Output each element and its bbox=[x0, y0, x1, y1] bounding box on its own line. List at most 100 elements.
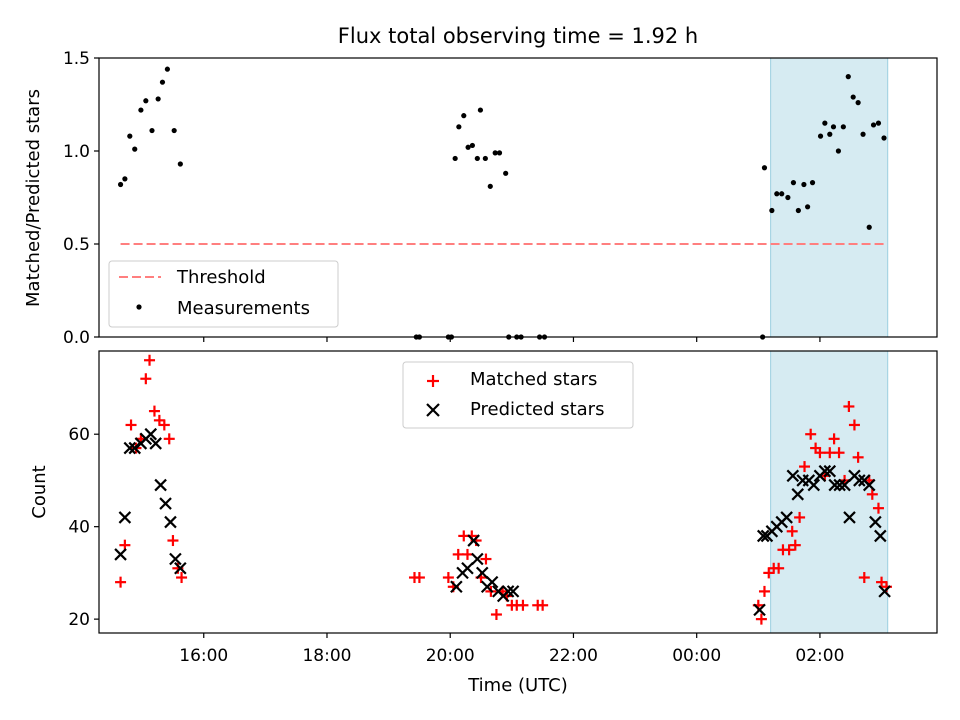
matched-star-point bbox=[176, 572, 188, 584]
legend-measurements-swatch bbox=[136, 304, 142, 310]
measurement-point bbox=[785, 194, 791, 201]
measurement-point bbox=[840, 124, 846, 130]
predicted-star-point bbox=[807, 478, 821, 492]
matched-star-point bbox=[490, 609, 502, 621]
predicted-star-point bbox=[118, 511, 132, 524]
measurement-point bbox=[469, 142, 476, 149]
predicted-star-point bbox=[756, 529, 770, 543]
ratio-panel: Flux total observing time = 1.92 h 0.00.… bbox=[23, 24, 938, 348]
y-tick-label: 0.5 bbox=[63, 235, 90, 255]
measurement-point bbox=[761, 165, 768, 171]
matched-star-point bbox=[828, 433, 840, 445]
measurement-point bbox=[159, 79, 166, 85]
count-points bbox=[114, 354, 892, 625]
predicted-star-point bbox=[818, 464, 832, 478]
chart-title: Flux total observing time = 1.92 h bbox=[338, 24, 698, 48]
ratio-y-ticks: 0.0 0.5 1.0 1.5 bbox=[63, 49, 99, 348]
predicted-star-point bbox=[461, 562, 474, 575]
matched-star-point bbox=[783, 544, 795, 556]
measurement-point bbox=[860, 131, 866, 137]
measurement-point bbox=[127, 133, 133, 139]
measurement-point bbox=[461, 113, 467, 119]
measurement-point bbox=[805, 204, 811, 210]
matched-star-point bbox=[852, 451, 864, 463]
legend-threshold-label: Threshold bbox=[176, 267, 266, 288]
measurement-point bbox=[822, 120, 828, 126]
predicted-star-point bbox=[114, 548, 127, 561]
y-tick-label: 60 bbox=[68, 425, 90, 445]
legend-measurements-label: Measurements bbox=[177, 298, 310, 319]
matched-star-point bbox=[773, 562, 785, 574]
x-tick-label: 18:00 bbox=[302, 646, 351, 666]
predicted-star-point bbox=[169, 552, 182, 566]
count-legend: Matched stars Predicted stars bbox=[402, 361, 634, 429]
y-tick-label: 1.5 bbox=[63, 49, 90, 69]
predicted-star-point bbox=[144, 427, 158, 441]
measurement-point bbox=[122, 176, 128, 182]
count-y-label: Count bbox=[29, 465, 50, 518]
count-axes-frame bbox=[98, 350, 938, 634]
matched-star-point bbox=[125, 419, 137, 431]
matched-star-point bbox=[786, 525, 798, 537]
matched-star-point bbox=[452, 548, 464, 560]
measurement-point bbox=[827, 131, 833, 137]
matched-star-point bbox=[144, 354, 156, 366]
measurement-point bbox=[149, 127, 155, 134]
y-tick-label: 1.0 bbox=[63, 142, 90, 162]
measurement-point bbox=[132, 146, 138, 152]
y-tick-label: 0.0 bbox=[63, 328, 90, 348]
measurement-point bbox=[817, 133, 824, 139]
matched-star-point bbox=[824, 447, 836, 459]
x-tick-label: 00:00 bbox=[672, 646, 721, 666]
predicted-star-point bbox=[869, 515, 882, 529]
x-axis-label: Time (UTC) bbox=[467, 675, 568, 696]
ratio-points bbox=[117, 66, 887, 340]
measurement-point bbox=[452, 155, 458, 162]
predicted-star-point bbox=[475, 566, 489, 580]
measurement-point bbox=[164, 66, 170, 72]
measurement-point bbox=[487, 183, 493, 189]
matched-star-point bbox=[843, 400, 855, 412]
predicted-star-point bbox=[174, 562, 187, 575]
ratio-y-label: Matched/Predicted stars bbox=[23, 89, 44, 307]
matched-star-point bbox=[758, 585, 770, 597]
matched-star-point bbox=[872, 502, 884, 514]
measurement-point bbox=[850, 94, 856, 100]
x-tick-label: 22:00 bbox=[549, 646, 598, 666]
measurement-point bbox=[790, 180, 797, 186]
predicted-star-point bbox=[780, 511, 793, 524]
predicted-star-point bbox=[862, 478, 876, 492]
predicted-star-point bbox=[159, 497, 172, 510]
predicted-star-point bbox=[823, 464, 837, 478]
ratio-axes-frame bbox=[98, 57, 938, 338]
count-panel: 20 40 60 16:00 18:00 20:00 22:00 00:00 02:00 Co… bbox=[29, 350, 938, 696]
count-y-ticks: 20 40 60 bbox=[68, 425, 99, 630]
predicted-star-point bbox=[786, 469, 800, 483]
matched-star-point bbox=[848, 419, 860, 431]
measurement-point bbox=[496, 150, 503, 156]
x-tick-label: 02:00 bbox=[795, 646, 844, 666]
predicted-star-point bbox=[838, 478, 851, 492]
predicted-star-point bbox=[154, 478, 167, 492]
measurement-point bbox=[855, 100, 861, 106]
x-tick-label: 16:00 bbox=[179, 646, 228, 666]
measurement-point bbox=[177, 161, 183, 167]
measurement-point bbox=[477, 107, 484, 113]
predicted-star-point bbox=[753, 603, 766, 617]
measurement-point bbox=[503, 170, 509, 176]
measurement-point bbox=[769, 207, 775, 214]
matched-star-point bbox=[794, 511, 806, 523]
predicted-star-point bbox=[471, 552, 484, 566]
measurement-point bbox=[870, 122, 877, 128]
predicted-star-point bbox=[878, 585, 891, 598]
matched-star-point bbox=[158, 419, 170, 431]
measurement-point bbox=[801, 181, 807, 188]
matched-star-point bbox=[167, 535, 179, 547]
matched-star-point bbox=[517, 599, 529, 611]
measurement-point bbox=[456, 124, 462, 130]
legend-matched-label: Matched stars bbox=[470, 369, 597, 390]
measurement-point bbox=[138, 107, 144, 113]
count-legend-box bbox=[402, 361, 634, 429]
predicted-star-point bbox=[485, 575, 499, 589]
